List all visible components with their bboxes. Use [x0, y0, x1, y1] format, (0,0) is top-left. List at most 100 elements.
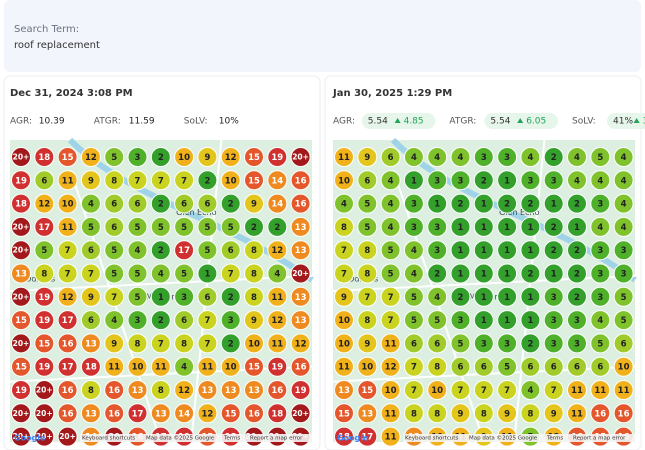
map-footer-text: Report a map error	[573, 436, 626, 442]
rank-marker	[34, 147, 55, 167]
rank-marker	[380, 356, 401, 377]
map-footer	[403, 434, 635, 442]
rank-label: 2	[527, 270, 533, 280]
rank-marker	[150, 333, 171, 354]
rank-label: 11	[338, 363, 350, 373]
rank-label: 2	[574, 270, 580, 280]
rank-marker	[473, 240, 494, 261]
rank-label: 13	[361, 409, 373, 419]
rank-marker	[34, 380, 55, 400]
rank-label: 7	[204, 316, 210, 326]
rank-label: 3	[481, 153, 487, 163]
rank-marker	[11, 403, 31, 424]
rank-label: 8	[251, 293, 257, 303]
rank-marker	[567, 193, 587, 214]
rank-label: 1	[481, 223, 487, 233]
rank-marker	[127, 403, 148, 424]
rank-label: 1	[504, 316, 510, 326]
map-footer-text: Keyboard shortcuts	[405, 436, 458, 442]
rank-label: 10	[431, 386, 443, 396]
rank-label: 9	[504, 409, 510, 419]
rank-label: 12	[271, 316, 283, 326]
rank-marker	[197, 240, 218, 261]
map-footer-text: Map data ©2025 Google	[469, 435, 538, 442]
rank-marker	[127, 193, 148, 214]
rank-marker	[220, 193, 241, 214]
arrow-icon	[633, 118, 640, 123]
rank-marker	[520, 263, 541, 284]
metric-from: 5.54	[368, 117, 388, 127]
rank-label: 9	[551, 409, 557, 419]
metric-from: 41%	[613, 117, 633, 127]
rank-marker	[150, 193, 171, 214]
rank-marker	[613, 356, 634, 377]
rank-label: 3	[551, 339, 557, 349]
rank-label: 7	[111, 293, 117, 303]
rank-label: 16	[62, 409, 74, 419]
rank-marker	[220, 403, 241, 424]
rank-marker	[267, 147, 288, 167]
rank-label: 10	[338, 176, 350, 186]
rank-label: 6	[111, 200, 117, 210]
rank-marker	[197, 333, 218, 354]
rank-label: 11	[618, 386, 630, 396]
rank-label: 2	[574, 200, 580, 210]
rank-marker	[127, 286, 148, 307]
metric-pill	[607, 113, 645, 129]
rank-label: 12	[178, 386, 190, 396]
rank-label: 13	[85, 409, 97, 419]
rank-label: 4	[597, 176, 603, 186]
rank-label: 17	[38, 223, 50, 233]
rank-label: 13	[15, 270, 27, 280]
rank-marker	[450, 310, 471, 331]
rank-marker	[220, 240, 241, 261]
rank-label: 9	[111, 339, 117, 349]
rank-label: 6	[204, 200, 210, 210]
rank-label: 5	[181, 223, 187, 233]
rank-label: 3	[434, 223, 440, 233]
rank-marker	[473, 403, 494, 424]
rank-label: 6	[204, 293, 210, 303]
rank-marker	[380, 333, 401, 354]
rank-label: 3	[434, 246, 440, 256]
rank-label: 5	[411, 316, 417, 326]
rank-marker	[497, 310, 518, 331]
rank-marker	[244, 310, 264, 331]
rank-label: 8	[411, 409, 417, 419]
map-place: Glen Echo	[176, 208, 216, 217]
rank-label: 4	[621, 223, 627, 233]
rank-label: 19	[38, 293, 50, 303]
rank-marker	[150, 403, 171, 424]
rank-marker	[127, 263, 148, 284]
rank-label: 3	[481, 339, 487, 349]
rank-label: 5	[411, 293, 417, 303]
rank-marker	[520, 216, 541, 237]
rank-marker	[34, 333, 55, 354]
rank-marker	[197, 403, 218, 424]
rank-label: 18	[85, 363, 97, 373]
rank-label: 4	[388, 223, 394, 233]
rank-marker	[403, 333, 424, 354]
rank-marker	[613, 170, 634, 191]
rank-marker	[403, 286, 424, 307]
rank-marker	[497, 240, 518, 261]
rank-label: 2	[274, 223, 280, 233]
rank-label: 10	[338, 339, 350, 349]
rank-marker	[220, 147, 241, 167]
rank-marker	[34, 403, 55, 424]
rank-label: 20+	[36, 386, 53, 395]
rank-marker	[567, 356, 587, 377]
rank-label: 6	[434, 339, 440, 349]
rank-marker	[174, 310, 195, 331]
map-footer-text: Report a map error	[250, 436, 303, 442]
rank-marker	[244, 356, 264, 377]
rank-label: 9	[364, 339, 370, 349]
rank-label: 1	[481, 200, 487, 210]
rank-marker	[34, 310, 55, 331]
rank-marker	[473, 147, 494, 167]
rank-label: 1	[481, 270, 487, 280]
rank-label: 20+	[13, 222, 30, 231]
rank-marker	[11, 147, 31, 167]
rank-label: 7	[364, 293, 370, 303]
rank-label: 15	[361, 386, 373, 396]
